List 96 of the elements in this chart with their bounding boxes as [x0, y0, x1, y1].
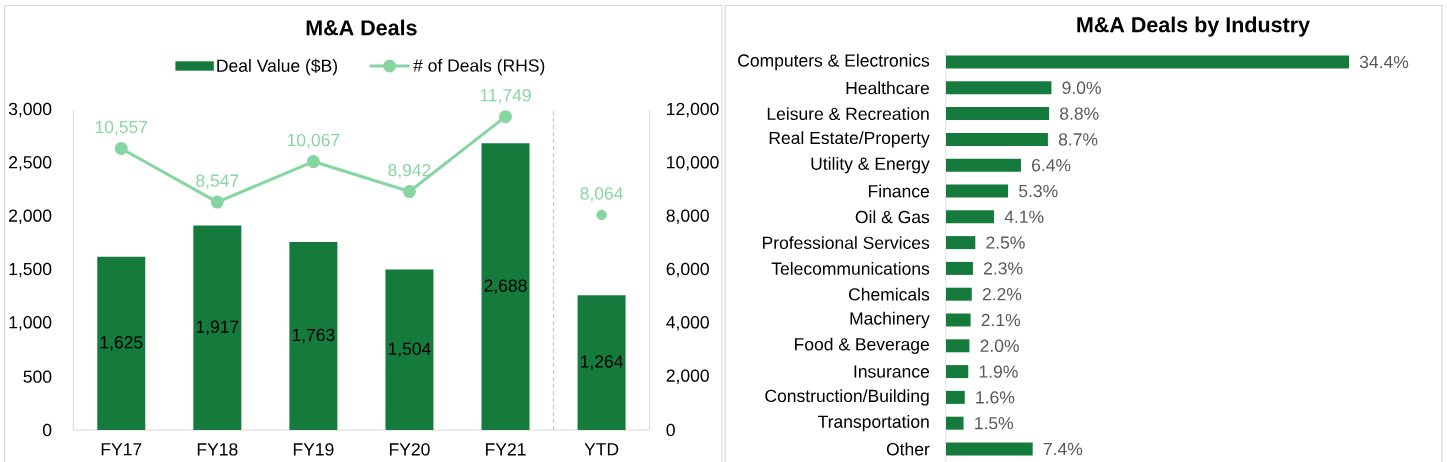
data-label: 5.3% [1019, 184, 1058, 198]
data-label: 2.3% [984, 262, 1023, 275]
data-label: 8.8% [1060, 107, 1099, 120]
legend-label: Deal Value ($B) [217, 58, 337, 76]
y-tick-label: Healthcare [846, 81, 930, 95]
data-label: 2,688 [484, 279, 527, 294]
y-tick-label: 3,000 [8, 102, 52, 118]
bar [946, 158, 1021, 172]
bar [946, 184, 1009, 198]
point [114, 141, 128, 155]
bar [193, 225, 242, 430]
y-tick-label: Construction/Building [765, 389, 929, 406]
y-tick-label: 1,500 [9, 262, 52, 278]
y-tick-label: 500 [23, 370, 52, 383]
y-tick-label: Machinery [850, 311, 930, 329]
point [596, 209, 607, 221]
bar [946, 287, 972, 301]
y2-tick-label: 0 [666, 423, 675, 437]
data-label: 8,547 [196, 174, 239, 189]
bar [946, 132, 1048, 146]
data-label: 4.1% [1004, 210, 1044, 223]
data-label: 2.5% [986, 236, 1025, 249]
y-tick-label: Oil & Gas [855, 210, 930, 224]
bar [97, 256, 146, 430]
y-tick-label: Insurance [854, 365, 930, 378]
data-label: 1,264 [581, 355, 623, 370]
data-label: 2.0% [980, 339, 1019, 352]
bar [946, 81, 1052, 95]
x-tick-label: FY18 [197, 443, 238, 456]
data-label: 1,763 [292, 328, 335, 344]
data-label: 2.1% [981, 313, 1021, 327]
data-label: 1,625 [100, 336, 143, 351]
x-tick-label: FY21 [486, 443, 526, 456]
data-label: 7.4% [1043, 442, 1083, 456]
y2-tick-label: 4,000 [666, 316, 709, 331]
y-tick-label: 0 [42, 423, 52, 437]
y2-tick-label: 8,000 [666, 209, 709, 224]
bar [385, 269, 434, 430]
data-label: 11,749 [480, 89, 531, 104]
y2-tick-label: 12,000 [667, 102, 719, 118]
data-label: 8.7% [1058, 133, 1098, 146]
y-tick-label: Finance [868, 184, 930, 198]
data-label: 1.5% [975, 417, 1014, 430]
y-tick-label: Utility & Energy [811, 157, 930, 174]
bar [946, 261, 973, 275]
bar [481, 143, 530, 430]
x-tick-label: YTD [584, 443, 619, 456]
data-label: 10,557 [95, 120, 148, 136]
data-label: 6.4% [1032, 159, 1071, 172]
bar [946, 390, 965, 404]
y-tick-label: Transportation [818, 415, 929, 432]
y-tick-label: Food & Beverage [795, 337, 929, 354]
bar [946, 55, 1349, 69]
y2-tick-label: 2,000 [666, 369, 709, 384]
y2-tick-label: 10,000 [667, 156, 719, 171]
bar [946, 339, 970, 353]
chart-title: M&A Deals by Industry [1077, 16, 1310, 37]
y-tick-label: Real Estate/Property [769, 131, 930, 148]
bar [946, 236, 976, 250]
x-tick-label: FY17 [101, 443, 142, 456]
bar [946, 107, 1050, 121]
bar [289, 241, 338, 430]
data-label: 8,942 [388, 163, 431, 179]
y-tick-label: Computers & Electronics [738, 53, 930, 71]
y2-tick-label: 6,000 [666, 262, 709, 278]
bar [946, 210, 995, 224]
point [210, 195, 224, 209]
data-label: 1,504 [388, 342, 431, 358]
y-tick-label: Chemicals [849, 287, 930, 301]
y-tick-label: Other [886, 442, 930, 456]
y-tick-label: Leisure & Recreation [767, 107, 929, 121]
chart-title: M&A Deals [306, 19, 417, 36]
x-tick-label: FY19 [293, 443, 334, 456]
y-tick-label: Telecommunications [771, 261, 930, 275]
y-tick-label: 1,000 [9, 316, 52, 331]
data-label: 1.9% [979, 365, 1018, 378]
legend-label: # of Deals (RHS) [413, 58, 545, 76]
y-tick-label: 2,500 [9, 156, 52, 171]
data-label: 9.0% [1062, 81, 1101, 94]
point [402, 185, 416, 199]
data-label: 1,917 [196, 320, 239, 335]
bar [946, 416, 964, 430]
data-label: 1.6% [976, 391, 1015, 404]
bar [946, 313, 971, 327]
bar [946, 442, 1033, 456]
data-label: 10,067 [287, 133, 340, 149]
bar [946, 365, 969, 379]
x-tick-label: FY20 [389, 443, 430, 456]
data-label: 8,064 [580, 187, 623, 202]
y-tick-label: Professional Services [762, 236, 930, 250]
point [306, 155, 320, 169]
y-tick-label: 2,000 [9, 209, 52, 224]
data-label: 2.2% [982, 288, 1022, 301]
bar [577, 295, 626, 430]
data-label: 34.4% [1359, 55, 1409, 69]
point [499, 110, 513, 124]
